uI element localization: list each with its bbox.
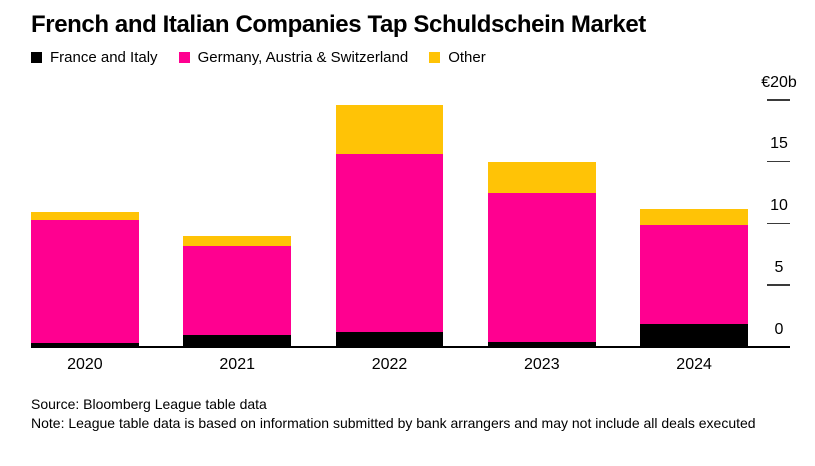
bar-segment-2022 xyxy=(335,154,444,333)
note-text: Note: League table data is based on info… xyxy=(31,415,756,432)
x-axis-label-2023: 2023 xyxy=(524,356,560,373)
bar-segment-2024 xyxy=(640,323,748,347)
bar-segment-2021 xyxy=(183,235,292,246)
legend-item-france-italy: France and Italy xyxy=(31,49,158,66)
x-axis-label-2022: 2022 xyxy=(371,356,408,373)
bar-segment-2022 xyxy=(335,332,444,347)
bar-segment-2021 xyxy=(183,334,292,347)
legend: France and Italy Germany, Austria & Swit… xyxy=(31,49,486,66)
y-axis-tick xyxy=(767,284,790,286)
legend-item-other: Other xyxy=(429,49,486,66)
bar-segment-2020 xyxy=(31,343,139,347)
y-axis-label: 15 xyxy=(770,135,788,153)
bar-segment-2021 xyxy=(183,245,292,335)
y-axis-label: 0 xyxy=(774,320,784,338)
y-axis-label: 5 xyxy=(774,258,784,276)
bar-segment-2023 xyxy=(487,161,596,193)
legend-swatch xyxy=(31,52,42,63)
legend-swatch xyxy=(178,52,190,63)
y-axis-tick xyxy=(767,222,790,224)
legend-label: Germany, Austria & Switzerland xyxy=(197,49,409,66)
bar-segment-2020 xyxy=(31,212,139,220)
bar-segment-2024 xyxy=(640,208,748,225)
legend-item-germany-austria-switzerland: Germany, Austria & Switzerland xyxy=(178,49,409,66)
legend-swatch xyxy=(429,52,441,63)
y-axis-label: 10 xyxy=(770,197,788,214)
footer: Source: Bloomberg League table data Note… xyxy=(31,395,795,434)
legend-label: France and Italy xyxy=(50,49,158,66)
source-text: Source: Bloomberg League table data xyxy=(31,396,267,412)
chart-title: French and Italian Companies Tap Schulds… xyxy=(31,11,646,38)
y-axis-label: €20b xyxy=(761,73,797,91)
legend-label: Other xyxy=(448,49,486,66)
x-axis-label-2020: 2020 xyxy=(67,356,103,373)
x-axis-line xyxy=(31,346,790,348)
x-axis-label-2024: 2024 xyxy=(676,356,712,373)
y-axis-tick xyxy=(767,99,790,101)
y-axis-tick xyxy=(767,160,790,163)
bar-segment-2023 xyxy=(487,192,596,343)
bar-segment-2023 xyxy=(487,342,596,347)
bar-segment-2022 xyxy=(335,104,444,155)
bar-segment-2020 xyxy=(31,219,139,344)
bar-segment-2024 xyxy=(640,224,748,324)
x-axis-label-2021: 2021 xyxy=(219,356,255,373)
